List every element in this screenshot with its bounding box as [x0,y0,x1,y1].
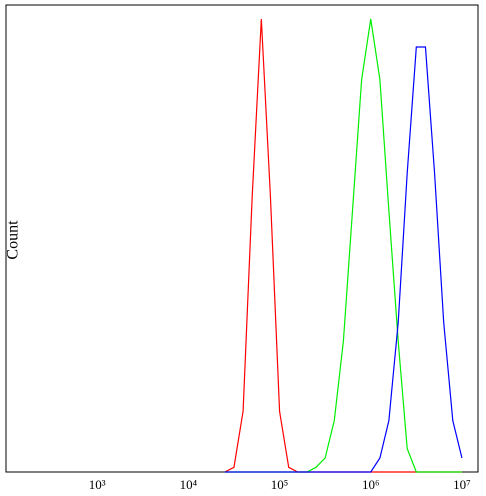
histogram-line [224,46,463,473]
x-tick-label: 10⁴ [180,477,198,492]
x-tick-label: 10⁷ [453,477,471,492]
histogram-line [224,18,462,473]
histogram-line [224,18,462,473]
x-tick-label: 10³ [89,477,106,492]
plot-frame [5,4,479,473]
y-axis-label: Count [5,220,22,260]
x-tick-label: 10⁵ [271,477,289,492]
x-tick-label: 10⁶ [362,477,380,492]
